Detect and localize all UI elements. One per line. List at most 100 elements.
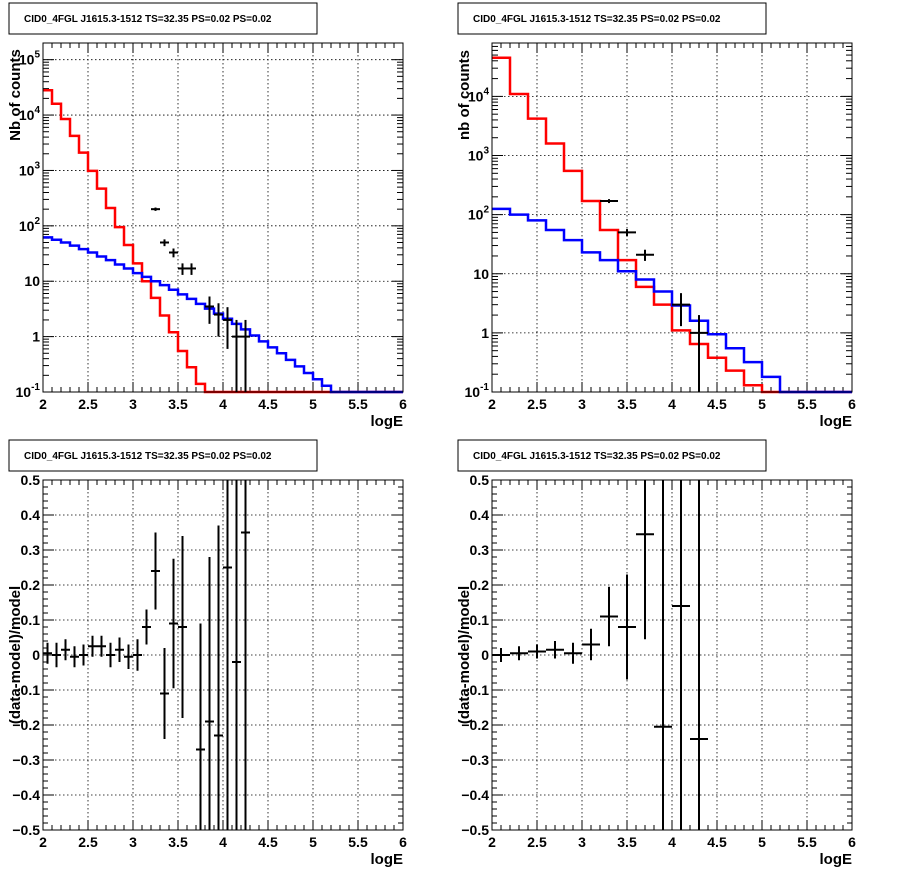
data-point [169,248,178,258]
y-tick-label: 0 [32,647,40,663]
y-tick-label: 0.4 [21,507,41,523]
plot-area: 2 2.5 3 3.5 4 4.5 5 5.5 6 −0.5 −0.4 −0.3 −0.2 −0.1 0 0.… [456,472,856,868]
chart-title: CID0_4FGL J1615.3-1512 TS=32.35 PS=0.02 … [473,14,721,25]
x-tick-label: 3 [129,834,137,850]
data-point [97,635,106,657]
x-tick-label: 2.5 [78,396,98,412]
data-point [115,637,124,662]
y-tick-label: 104 [468,86,490,104]
y-tick-label: 1 [32,329,40,345]
y-tick-label: 0 [481,647,489,663]
x-tick-label: 4.5 [258,396,278,412]
x-tick-label: 6 [848,834,856,850]
data-point [178,263,187,275]
data-point [636,249,654,261]
title-box [8,439,318,472]
y-tick-label: 104 [19,105,41,123]
x-tick-label: 3.5 [168,834,188,850]
plot-frame [42,479,404,831]
data-point [618,574,636,680]
data-point [582,628,600,661]
data-point [690,315,708,392]
data-point [600,586,618,647]
y-tick-label: −0.2 [461,717,489,733]
y-tick-label: 10 [24,273,40,289]
x-tick-label: 4 [219,834,227,850]
data-point [133,639,142,671]
x-tick-label: 6 [848,396,856,412]
data-point [690,480,708,830]
y-tick-label: −0.3 [461,752,489,768]
data-point [672,293,690,327]
y-tick-label: 0.4 [470,507,490,523]
x-tick-label: 2 [488,396,496,412]
data-point [106,642,115,668]
plot-frame [491,42,853,393]
x-tick-label: 2 [39,396,47,412]
y-tick-label: −0.2 [12,717,40,733]
data-point [151,532,160,610]
x-tick-label: 2.5 [527,396,547,412]
y-tick-label: −0.5 [12,822,40,838]
y-tick-label: 10-1 [16,382,41,400]
y-tick-label: −0.3 [12,752,40,768]
y-tick-label: 0.5 [21,472,41,488]
data-point [151,207,160,211]
data-point [43,642,52,664]
x-tick-label: 4.5 [707,834,727,850]
data-point [79,644,88,666]
x-tick-label: 4 [668,396,676,412]
data-point [88,635,97,657]
plot-frame [491,479,853,831]
y-tick-label: −0.4 [12,787,40,803]
data-point [205,296,214,324]
x-tick-label: 2 [488,834,496,850]
data-point [124,644,133,669]
panel-bottom-right: CID0_4FGL J1615.3-1512 TS=32.35 PS=0.02 … [456,439,856,868]
data-point [61,639,70,661]
data-point [214,525,223,830]
chart-title: CID0_4FGL J1615.3-1512 TS=32.35 PS=0.02 … [473,451,721,462]
chart-title: CID0_4FGL J1615.3-1512 TS=32.35 PS=0.02 … [24,451,272,462]
panel-top-left: CID0_4FGL J1615.3-1512 TS=32.35 PS=0.02 … [7,2,407,430]
data-point [546,641,564,659]
x-tick-label: 5 [758,396,766,412]
data-point [187,263,196,275]
plot-area: 2 2.5 3 3.5 4 4.5 5 5.5 6 −0.5 −0.4 −0.3 −0.2 −0.1 0 0.… [7,472,407,868]
x-tick-label: 3.5 [617,396,637,412]
x-tick-label: 5 [758,834,766,850]
y-tick-label: 0.1 [21,612,41,628]
data-point [214,303,223,337]
model-histogram-line [492,56,852,394]
data-point [636,480,654,640]
data-point [196,623,205,830]
data-point [160,648,169,739]
data-point [600,199,618,204]
data-point [142,609,151,645]
y-tick-label: 0.2 [21,577,41,593]
y-tick-label: −0.1 [12,682,40,698]
data-point [205,557,214,830]
data-point [654,480,672,830]
y-tick-label: 0.3 [21,542,41,558]
data-point [510,646,528,661]
data-point [232,480,241,830]
y-tick-label: 10-1 [465,382,490,400]
y-tick-label: 102 [19,216,41,234]
data-point [528,644,546,659]
data-point [223,307,232,349]
data-point [52,642,61,668]
data-point [178,536,187,718]
x-tick-label: 5.5 [797,834,817,850]
plot-area: 2 2.5 3 3.5 4 4.5 5 5.5 6 10-1 1 10 102 103 104 105 logE… [7,42,407,430]
title-box [8,2,318,35]
y-tick-label: 102 [468,205,490,223]
x-tick-label: 5 [309,396,317,412]
y-tick-label: 0.1 [470,612,490,628]
x-tick-label: 5.5 [348,834,368,850]
data-point [70,646,79,668]
x-tick-label: 4 [219,396,227,412]
x-tick-label: 3.5 [617,834,637,850]
x-axis-label: logE [371,413,404,430]
